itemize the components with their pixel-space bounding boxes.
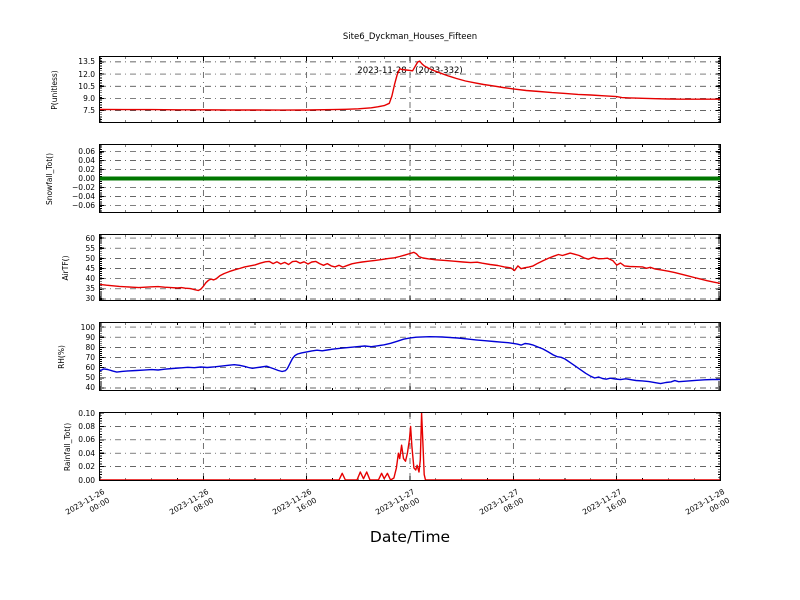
- ytick-label-rainfall: 0.10: [78, 408, 95, 418]
- panel-frame-p: [99, 56, 721, 123]
- ytick-label-p: 7.5: [83, 106, 95, 116]
- ytick-label-airtf: 40: [85, 274, 95, 284]
- airtf-series-line: [100, 251, 720, 292]
- ytick-label-snowfall: 0.04: [78, 156, 95, 166]
- ytick-label-snowfall: 0.02: [78, 165, 95, 175]
- chart-title: Site6_Dyckman_Houses_Fifteen 2023-11-28 …: [100, 9, 720, 101]
- ytick-label-snowfall: 0.00: [78, 174, 95, 183]
- ytick-label-snowfall: −0.04: [72, 191, 95, 201]
- ytick-label-p: 12.0: [78, 69, 95, 79]
- ytick-label-airtf: 55: [85, 243, 95, 253]
- ytick-label-rh: 70: [85, 353, 95, 362]
- xtick-label: 2023-11-26 00:00: [64, 487, 112, 517]
- plot-area-snowfall: [100, 145, 720, 212]
- ytick-label-p: 9.0: [83, 93, 95, 103]
- y-axis-label-rh: RH(%): [57, 344, 66, 369]
- xtick-label: 2023-11-26 08:00: [167, 487, 215, 517]
- ytick-label-snowfall: −0.02: [72, 182, 95, 192]
- panel-frame-rainfall: [99, 412, 721, 481]
- plot-area-rainfall: [100, 413, 720, 480]
- ytick-label-rh: 60: [85, 363, 95, 373]
- ytick-label-rainfall: 0.08: [78, 421, 95, 431]
- ytick-label-p: 10.5: [78, 81, 95, 91]
- xtick-label: 2023-11-27 16:00: [580, 487, 629, 517]
- xtick-label: 2023-11-27 08:00: [477, 487, 525, 517]
- ytick-label-airtf: 30: [85, 294, 95, 304]
- ytick-label-rh: 50: [85, 373, 95, 383]
- ytick-label-airtf: 50: [85, 253, 95, 263]
- p-series-line: [100, 60, 720, 111]
- xtick-label: 2023-11-26 16:00: [270, 487, 319, 517]
- ytick-label-p: 13.5: [78, 57, 95, 67]
- y-axis-label-airtf: AirTF(): [61, 254, 70, 281]
- panel-frame-airtf: [99, 234, 721, 301]
- plot-area-rh: [100, 323, 720, 390]
- ytick-label-snowfall: −0.06: [72, 200, 95, 210]
- rh-series-line: [100, 335, 720, 385]
- ytick-label-snowfall: 0.06: [78, 147, 95, 157]
- y-axis-label-snowfall: Snowfall_Tot(): [45, 152, 54, 205]
- y-axis-label-rainfall: Rainfall_Tot(): [63, 422, 72, 471]
- panel-frame-rh: [99, 322, 721, 391]
- x-axis-title: Date/Time: [369, 528, 451, 546]
- ytick-label-rh: 80: [85, 342, 95, 352]
- ytick-label-airtf: 35: [85, 284, 95, 294]
- ytick-label-rh: 100: [80, 322, 95, 332]
- ytick-label-rh: 40: [85, 383, 95, 393]
- plot-area-airtf: [100, 235, 720, 300]
- rainfall-series-line: [100, 413, 720, 480]
- plot-area-p: [100, 57, 720, 122]
- panel-frame-snowfall: [99, 144, 721, 213]
- xtick-label: 2023-11-28 00:00: [684, 487, 732, 517]
- ytick-label-rainfall: 0.04: [78, 448, 95, 458]
- ytick-label-rainfall: 0.00: [78, 475, 95, 485]
- ytick-label-airtf: 45: [85, 264, 95, 274]
- ytick-label-rh: 90: [85, 332, 95, 342]
- ytick-label-rainfall: 0.02: [78, 462, 95, 472]
- chart-title-line1: Site6_Dyckman_Houses_Fifteen: [342, 31, 478, 42]
- ytick-label-airtf: 60: [85, 233, 95, 243]
- xtick-label: 2023-11-27 00:00: [374, 487, 422, 517]
- ytick-label-rainfall: 0.06: [78, 435, 95, 445]
- y-axis-label-p: P(unitless): [50, 69, 59, 110]
- chart-title-line2: 2023-11-28 - (2023-332): [357, 66, 463, 77]
